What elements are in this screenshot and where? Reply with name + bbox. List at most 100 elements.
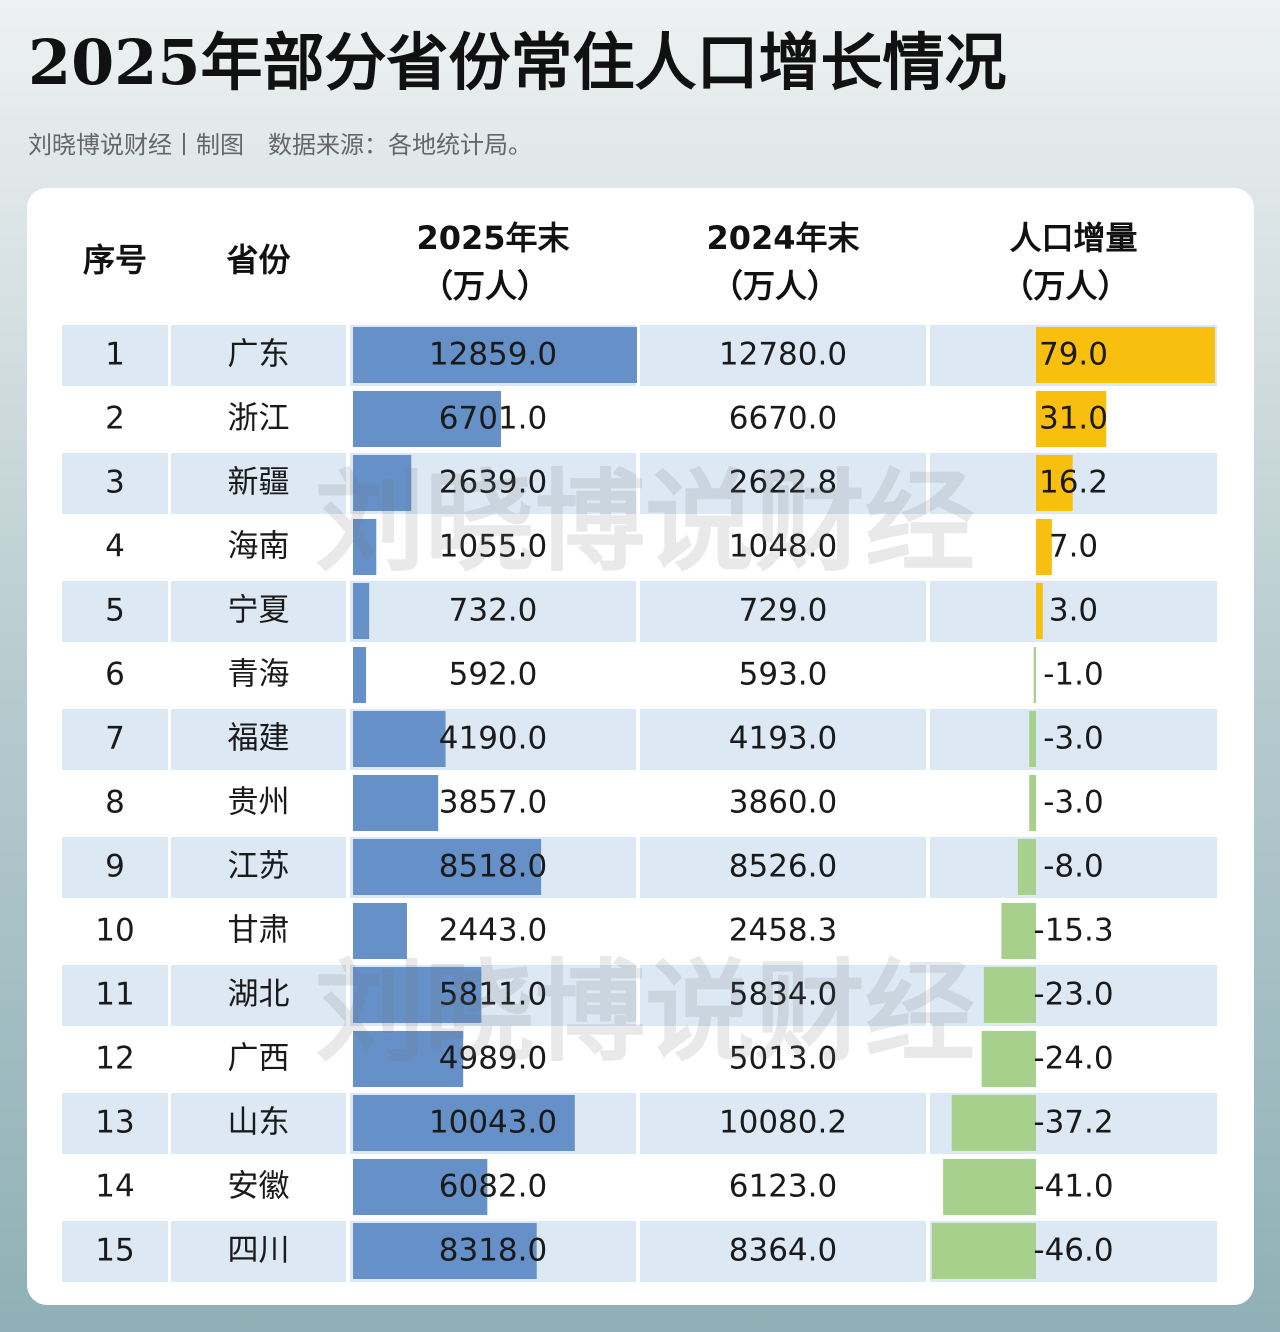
total-bar (353, 967, 482, 1023)
cell-bg (640, 645, 926, 706)
cell-text: -15.3 (1033, 913, 1113, 949)
cell-text: -8.0 (1043, 849, 1104, 885)
cell-bg (62, 1029, 168, 1090)
cell-text: 16.2 (1039, 465, 1108, 501)
cell-text: 宁夏 (228, 593, 290, 629)
cell-bg (171, 453, 346, 514)
increment-bar (1036, 583, 1043, 639)
cell-text: -46.0 (1033, 1233, 1113, 1269)
total-bar (353, 1031, 464, 1087)
increment-bar (1033, 647, 1036, 703)
cell-bg (930, 709, 1217, 770)
cell-text: -3.0 (1043, 785, 1104, 821)
column-title: 2025年末 (416, 219, 569, 257)
cell-text: 5811.0 (439, 977, 547, 1013)
cell-bg (62, 325, 168, 386)
cell-text: 浙江 (228, 401, 290, 437)
cell-bg (171, 837, 346, 898)
cell-text: 贵州 (228, 785, 290, 821)
total-bar (353, 775, 439, 831)
increment-bar (1029, 775, 1036, 831)
total-bar (353, 839, 542, 895)
cell-bg (171, 1029, 346, 1090)
cell-bg (171, 517, 346, 578)
cell-text: 3857.0 (439, 785, 547, 821)
total-bar (353, 327, 637, 383)
cell-bg (171, 1093, 346, 1154)
cell-bg (171, 645, 346, 706)
cell-text: 4989.0 (439, 1041, 547, 1077)
cell-bg (640, 325, 926, 386)
column-title: 2024年末 (706, 219, 859, 257)
cell-text: 新疆 (228, 465, 290, 501)
cell-text: 青海 (228, 657, 290, 693)
cell-text: 79.0 (1039, 337, 1108, 373)
cell-text: 4190.0 (439, 721, 547, 757)
cell-text: 5 (105, 593, 125, 629)
cell-bg (62, 773, 168, 834)
total-bar (353, 711, 446, 767)
cell-text: 3 (105, 465, 125, 501)
increment-bar (943, 1159, 1036, 1215)
total-bar (353, 647, 367, 703)
cell-bg (930, 517, 1217, 578)
cell-text: 8 (105, 785, 125, 821)
cell-bg (640, 965, 926, 1026)
cell-text: -41.0 (1033, 1169, 1113, 1205)
increment-bar (1036, 327, 1215, 383)
cell-bg (930, 1029, 1217, 1090)
cell-bg (171, 581, 346, 642)
increment-bar (931, 1223, 1036, 1279)
increment-bar (1001, 903, 1036, 959)
cell-text: 14 (95, 1169, 134, 1205)
cell-text: 10080.2 (719, 1105, 847, 1141)
cell-bg (171, 1157, 346, 1218)
cell-text: 8364.0 (729, 1233, 837, 1269)
cell-bg (62, 645, 168, 706)
cell-text: 6701.0 (439, 401, 547, 437)
title: 2025年部分省份常住人口增长情况 (28, 26, 1007, 99)
cell-text: 12859.0 (429, 337, 557, 373)
cell-text: 12780.0 (719, 337, 847, 373)
cell-text: 13 (95, 1105, 134, 1141)
cell-text: 海南 (228, 529, 290, 565)
watermark: 刘晓博说财经 (315, 458, 975, 586)
cell-bg (350, 517, 636, 578)
cell-text: -1.0 (1043, 657, 1104, 693)
cell-text: 8318.0 (439, 1233, 547, 1269)
total-bar (353, 519, 377, 575)
increment-bar (1036, 519, 1052, 575)
cell-bg (171, 389, 346, 450)
total-bar (353, 1095, 575, 1151)
column-unit: （万人） (1001, 267, 1129, 305)
cell-bg (171, 965, 346, 1026)
cell-bg (640, 389, 926, 450)
cell-bg (640, 1157, 926, 1218)
cell-text: 8518.0 (439, 849, 547, 885)
cell-text: 2443.0 (439, 913, 547, 949)
total-bar (353, 391, 501, 447)
cell-text: 2622.8 (729, 465, 837, 501)
cell-text: 广东 (228, 337, 290, 373)
cell-text: 10 (95, 913, 134, 949)
cell-text: 2 (105, 401, 125, 437)
increment-bar (1036, 455, 1073, 511)
cell-bg (640, 453, 926, 514)
cell-bg (171, 325, 346, 386)
cell-text: 3860.0 (729, 785, 837, 821)
cell-text: 江苏 (228, 849, 290, 885)
cell-bg (62, 1093, 168, 1154)
total-bar (353, 455, 412, 511)
cell-text: 732.0 (449, 593, 538, 629)
cell-text: 甘肃 (228, 913, 290, 949)
cell-bg (640, 581, 926, 642)
cell-bg (171, 709, 346, 770)
cell-text: 6082.0 (439, 1169, 547, 1205)
cell-bg (171, 901, 346, 962)
cell-text: 2639.0 (439, 465, 547, 501)
subtitle: 刘晓博说财经丨制图 数据来源：各地统计局。 (28, 131, 532, 159)
cell-text: 1055.0 (439, 529, 547, 565)
